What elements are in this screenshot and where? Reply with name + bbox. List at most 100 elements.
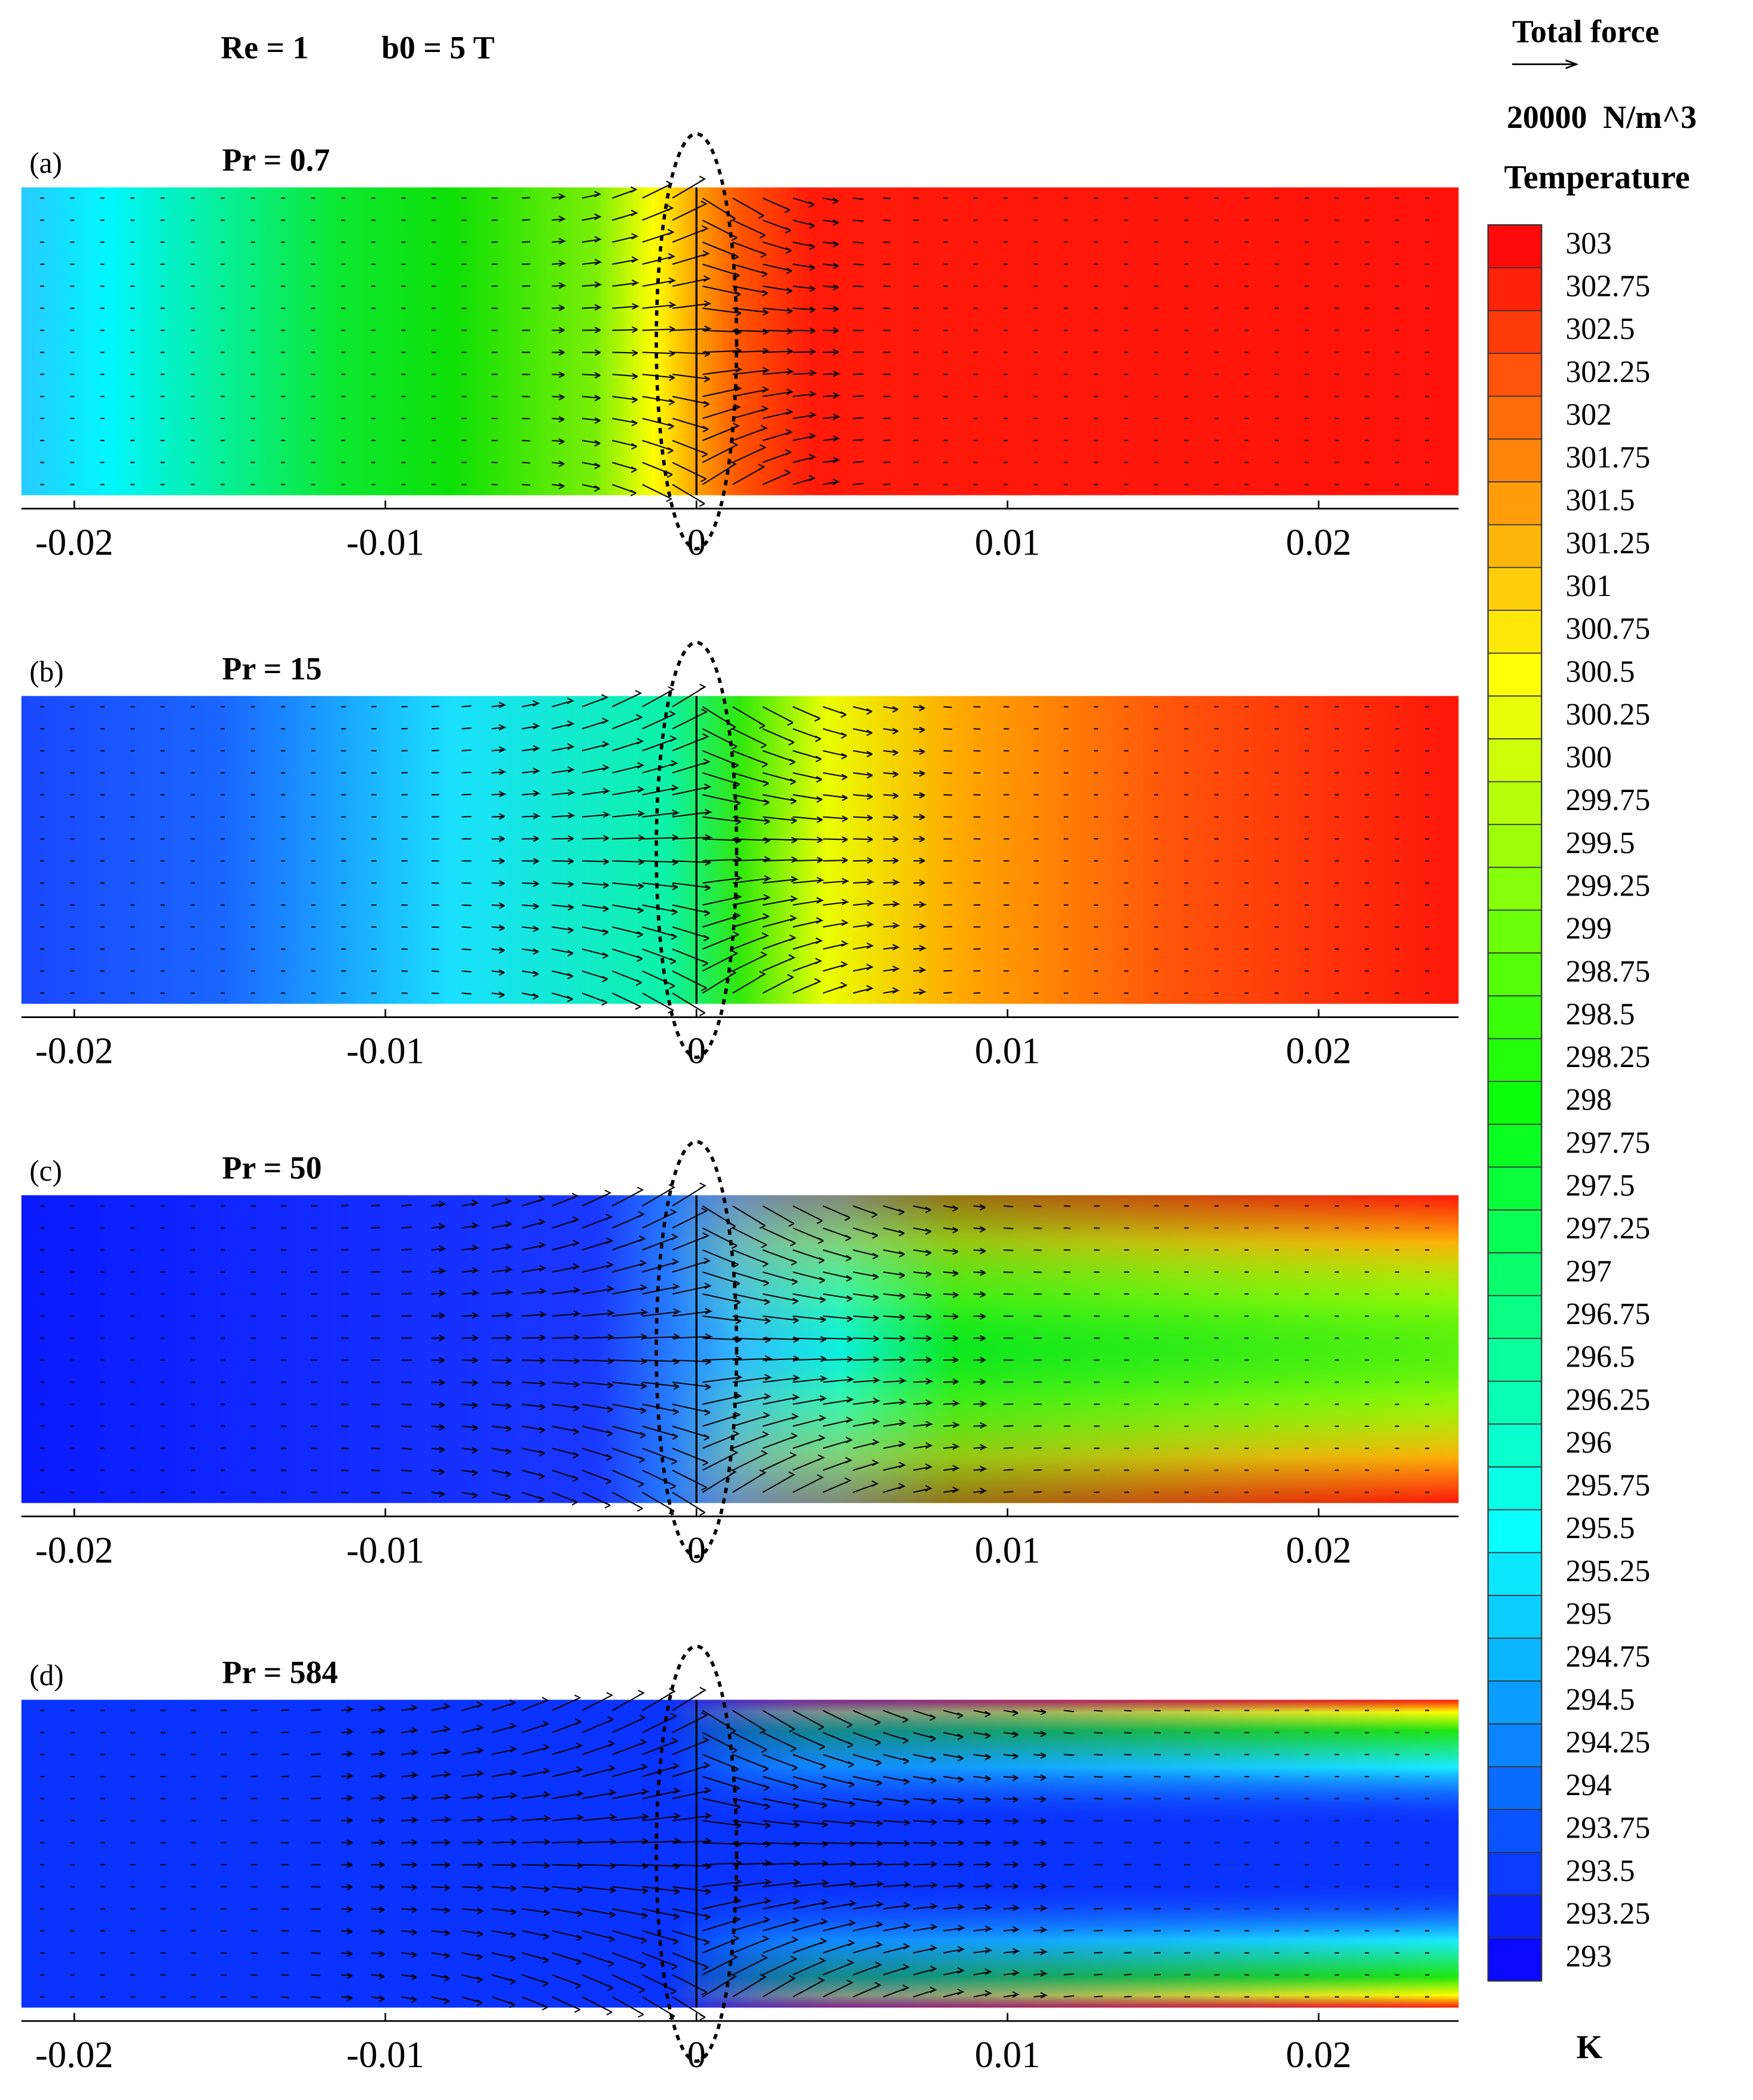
panel-label: (c): [29, 1154, 62, 1187]
colorbar-band: [1488, 1809, 1542, 1853]
colorbar-tick-label: 300.5: [1566, 655, 1635, 689]
x-tick-label: -0.02: [35, 2034, 114, 2075]
colorbar-band: [1488, 353, 1542, 397]
colorbar-tick-label: 297.75: [1566, 1126, 1651, 1160]
colorbar-band: [1488, 953, 1542, 996]
x-tick-label: -0.02: [35, 1529, 114, 1571]
colorbar-band: [1488, 1938, 1542, 1982]
colorbar-band: [1488, 310, 1542, 354]
colorbar-band: [1488, 396, 1542, 440]
x-tick-label: 0.02: [1286, 521, 1351, 563]
colorbar-tick-label: 297: [1566, 1254, 1612, 1288]
colorbar-band: [1488, 1895, 1542, 1939]
colorbar-tick-label: 294: [1566, 1768, 1612, 1802]
x-tick-label: 0: [687, 1030, 706, 1072]
colorbar-tick-label: 295.75: [1566, 1469, 1651, 1503]
x-tick-label: 0.01: [975, 521, 1041, 563]
colorbar-tick-label: 301.75: [1566, 441, 1651, 475]
colorbar-tick-label: 303: [1566, 227, 1612, 261]
colorbar-band: [1488, 482, 1542, 525]
colorbar-tick-label: 296.5: [1566, 1340, 1635, 1374]
colorbar-band: [1488, 1595, 1542, 1639]
colorbar-tick-label: 298.5: [1566, 997, 1635, 1031]
colorbar-band: [1488, 1338, 1542, 1382]
colorbar-band: [1488, 995, 1542, 1040]
colorbar-band: [1488, 696, 1542, 740]
force-legend-arrowhead: [1565, 59, 1579, 69]
x-tick-label: -0.01: [346, 2034, 424, 2075]
panel-title: Pr = 15: [222, 650, 322, 686]
colorbar-band: [1488, 225, 1542, 268]
panel-label: (a): [29, 146, 62, 179]
force-legend-title: Total force: [1512, 14, 1659, 50]
colorbar-band: [1488, 1252, 1542, 1297]
colorbar-tick-label: 302.25: [1566, 355, 1651, 389]
colorbar-tick-label: 300: [1566, 741, 1612, 775]
x-tick-label: -0.01: [346, 521, 424, 563]
force-legend-scale: 20000 N/m^3: [1507, 99, 1697, 135]
colorbar-tick-label: 295: [1566, 1597, 1612, 1631]
panel: [21, 132, 1459, 551]
x-tick-label: 0.01: [975, 2034, 1041, 2075]
temperature-field: [21, 187, 1459, 496]
panel-label: (b): [29, 655, 63, 688]
colorbar-tick-label: 298.75: [1566, 955, 1651, 989]
force-vectors: [40, 1182, 1430, 1516]
force-vectors: [40, 176, 1430, 507]
colorbar-tick-label: 298: [1566, 1083, 1612, 1117]
force-vectors: [40, 683, 1430, 1016]
x-tick-label: -0.02: [35, 1030, 114, 1072]
colorbar-tick-label: 296.75: [1566, 1297, 1651, 1331]
colorbar-band: [1488, 1681, 1542, 1725]
x-tick-label: -0.01: [346, 1030, 424, 1072]
colorbar-band: [1488, 910, 1542, 954]
colorbar-band: [1488, 267, 1542, 311]
colorbar-tick-label: 299: [1566, 912, 1612, 946]
colorbar-tick-label: 301: [1566, 569, 1612, 603]
figure-title: Re = 1: [221, 29, 308, 65]
colorbar-band: [1488, 524, 1542, 568]
colorbar-tick-label: 295.25: [1566, 1554, 1651, 1588]
panel-title: Pr = 50: [222, 1150, 322, 1185]
colorbar-tick-label: 296: [1566, 1426, 1612, 1460]
colorbar-band: [1488, 824, 1542, 869]
colorbar-tick-label: 294.5: [1566, 1683, 1635, 1717]
colorbar-band: [1488, 867, 1542, 911]
colorbar-band: [1488, 1295, 1542, 1340]
x-tick-label: -0.01: [346, 1529, 424, 1571]
colorbar-band: [1488, 567, 1542, 612]
colorbar-tick-label: 294.75: [1566, 1640, 1651, 1674]
colorbar-band: [1488, 653, 1542, 697]
colorbar-band: [1488, 1466, 1542, 1511]
x-tick-label: 0: [687, 2034, 706, 2075]
colorbar-band: [1488, 1638, 1542, 1682]
magnet-region: [654, 1644, 739, 2063]
colorbar-frame: [1487, 224, 1543, 1982]
colorbar-band: [1488, 738, 1542, 782]
colorbar-tick-label: 295.5: [1566, 1511, 1635, 1545]
colorbar-tick-label: 300.25: [1566, 698, 1651, 732]
magnet-region: [654, 1140, 739, 1558]
colorbar-tick-label: 300.75: [1566, 612, 1651, 646]
colorbar-tick-label: 297.5: [1566, 1169, 1635, 1203]
colorbar-band: [1488, 1509, 1542, 1554]
colorbar-band: [1488, 1124, 1542, 1168]
colorbar-tick-label: 293.25: [1566, 1897, 1651, 1931]
colorbar-tick-label: 302.5: [1566, 312, 1635, 346]
panel-label: (d): [29, 1659, 63, 1692]
colorbar-tick-label: 298.25: [1566, 1040, 1651, 1074]
colorbar-tick-label: 302: [1566, 398, 1612, 432]
colorbar-tick-label: 299.5: [1566, 826, 1635, 860]
colorbar-band: [1488, 1552, 1542, 1596]
x-tick-label: -0.02: [35, 521, 114, 563]
temperature-edges: [21, 1699, 1459, 2008]
x-tick-label: 0.02: [1286, 2034, 1351, 2075]
temperature-edges: [21, 1195, 1459, 1503]
colorbar-tick-label: 293.5: [1566, 1854, 1635, 1888]
colorbar-band: [1488, 1081, 1542, 1125]
colorbar-band: [1488, 1381, 1542, 1425]
x-tick-label: 0.02: [1286, 1030, 1351, 1072]
panel: [21, 1140, 1459, 1558]
